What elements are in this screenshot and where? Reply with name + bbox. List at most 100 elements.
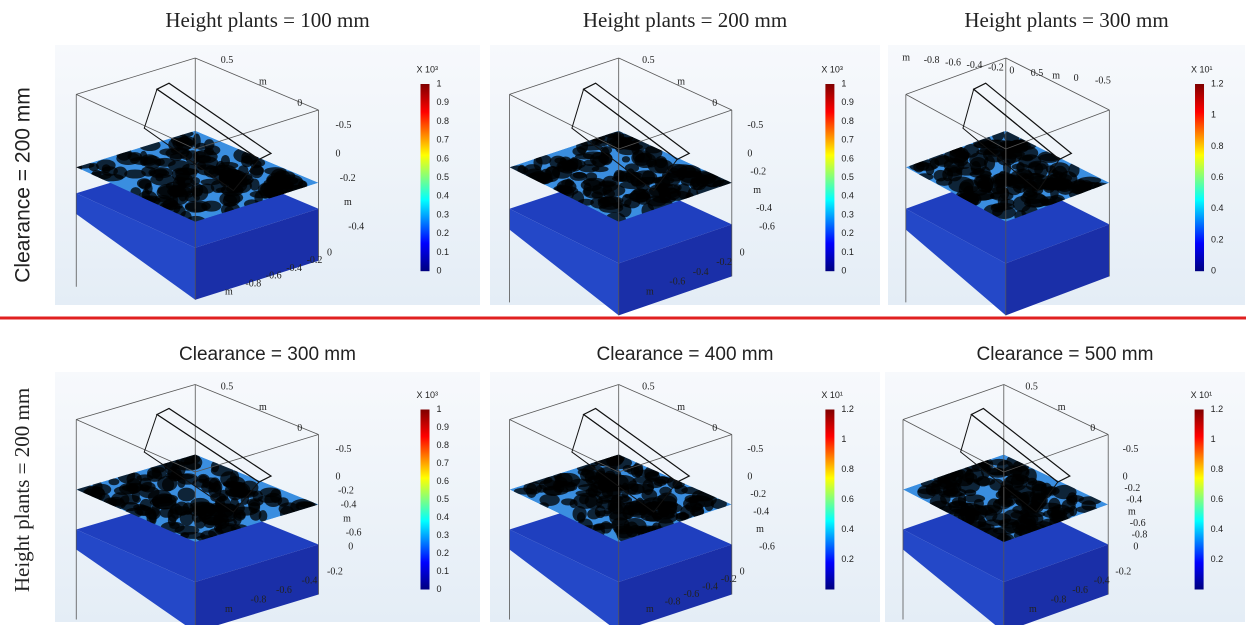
axis-label: -0.2 <box>750 167 766 178</box>
axis-label: m <box>343 513 351 524</box>
panel: X 10³10.90.80.70.60.50.40.30.20.100.5m0-… <box>55 372 480 625</box>
colorbar-tick-label: 0.6 <box>841 153 854 163</box>
axis-label: m <box>646 286 654 297</box>
axis-label: m <box>259 77 267 88</box>
heat-spot <box>600 146 612 154</box>
colorbar-tick-label: 0.7 <box>437 135 450 145</box>
axis-label: -0.6 <box>276 585 292 596</box>
heat-spot <box>180 457 194 464</box>
axis-label: 0 <box>336 148 341 159</box>
axis-label: 0 <box>348 541 353 552</box>
heat-spot <box>609 457 618 470</box>
axis-label: 0 <box>1009 65 1014 76</box>
heat-spot <box>157 476 177 491</box>
colorbar-tick-label: 0.4 <box>841 191 854 201</box>
heat-spot <box>1006 184 1021 195</box>
colorbar-multiplier: X 10¹ <box>1191 390 1213 400</box>
axis-label: 0 <box>1090 423 1095 434</box>
axis-label: -0.6 <box>1130 518 1146 529</box>
axis-label: -0.8 <box>665 596 681 607</box>
panel-title: Clearance = 300 mm <box>179 344 356 365</box>
colorbar-tick-label: 1 <box>841 434 846 444</box>
axis-label: -0.5 <box>747 120 763 131</box>
colorbar-tick-label: 0.7 <box>841 135 854 145</box>
heat-spot <box>230 483 248 496</box>
heat-spot <box>655 156 667 168</box>
heat-spot <box>247 498 264 506</box>
colorbar-tick-label: 1.2 <box>1211 404 1224 414</box>
axis-label: -0.8 <box>251 594 267 605</box>
colorbar <box>825 84 834 271</box>
axis-label: 0 <box>740 247 745 258</box>
colorbar-tick-label: 0.1 <box>437 247 450 257</box>
heat-spot <box>985 519 1003 526</box>
colorbar-tick-label: 0.2 <box>437 228 450 238</box>
heat-spot <box>132 490 140 503</box>
axis-label: -0.8 <box>924 55 940 66</box>
colorbar-tick-label: 0.2 <box>1211 234 1224 244</box>
colorbar-tick-label: 0 <box>841 266 846 276</box>
axis-label: m <box>1128 506 1136 517</box>
axis-label: m <box>756 524 764 535</box>
heat-spot <box>961 502 974 516</box>
axis-label: -0.6 <box>945 57 961 68</box>
heat-spot <box>591 191 602 198</box>
colorbar-tick-label: 0.1 <box>437 566 450 576</box>
axis-label: 0.5 <box>221 381 234 392</box>
colorbar-tick-label: 0.9 <box>437 422 450 432</box>
colorbar-multiplier: X 10³ <box>417 64 439 74</box>
axis-label: -0.6 <box>683 589 699 600</box>
heat-spot <box>178 488 196 502</box>
axis-label: 0 <box>747 471 752 482</box>
colorbar-tick-label: 0.3 <box>841 209 854 219</box>
heat-spot <box>1000 199 1014 207</box>
colorbar-tick-label: 0.2 <box>437 548 450 558</box>
panel-title: Height plants = 300 mm <box>964 8 1168 32</box>
heat-spot <box>175 167 196 180</box>
axis-label: -0.6 <box>759 221 775 232</box>
axis-label: -0.4 <box>302 576 318 587</box>
colorbar-multiplier: X 10³ <box>821 64 843 74</box>
axis-label: m <box>225 604 233 615</box>
colorbar-tick-label: 0.6 <box>437 153 450 163</box>
heat-spot <box>250 508 262 520</box>
heat-spot <box>977 505 1002 516</box>
heat-spot <box>154 195 170 202</box>
heat-spot <box>984 156 995 171</box>
heat-spot <box>139 179 152 189</box>
colorbar-tick-label: 0.3 <box>437 530 450 540</box>
heat-spot <box>214 524 222 532</box>
colorbar <box>825 410 834 590</box>
row-label: Clearance = 200 mm <box>12 87 35 283</box>
heat-spot <box>539 494 559 506</box>
axis-label: -0.4 <box>348 221 364 232</box>
axis-label: -0.4 <box>286 263 302 274</box>
axis-label: m <box>1052 70 1060 81</box>
heat-spot <box>1006 474 1029 485</box>
figure: Clearance = 200 mm Height plants = 200 m… <box>0 0 1246 625</box>
heat-spot <box>556 161 566 172</box>
heat-spot <box>1034 163 1048 177</box>
heat-spot <box>185 201 211 212</box>
heat-spot <box>1002 174 1022 185</box>
axis-label: -0.2 <box>716 257 732 268</box>
heat-spot <box>102 164 111 173</box>
heat-spot <box>595 140 608 146</box>
heat-spot <box>631 150 652 166</box>
axis-label: -0.5 <box>336 120 352 131</box>
colorbar-tick-label: 1 <box>437 78 442 88</box>
axis-label: -0.4 <box>702 581 718 592</box>
colorbar-tick-label: 0.8 <box>437 116 450 126</box>
colorbar <box>421 410 430 590</box>
heat-spot <box>573 506 587 522</box>
axis-label: m <box>1029 604 1037 615</box>
heat-spot <box>1026 480 1046 491</box>
axis-label: -0.2 <box>307 255 323 266</box>
heat-spot <box>586 172 598 181</box>
colorbar-tick-label: 0.4 <box>1211 524 1224 534</box>
colorbar <box>1195 410 1204 590</box>
heat-spot <box>573 172 586 179</box>
panel-title: Clearance = 400 mm <box>597 344 774 365</box>
colorbar-tick-label: 1 <box>437 404 442 414</box>
heat-spot <box>619 171 628 181</box>
